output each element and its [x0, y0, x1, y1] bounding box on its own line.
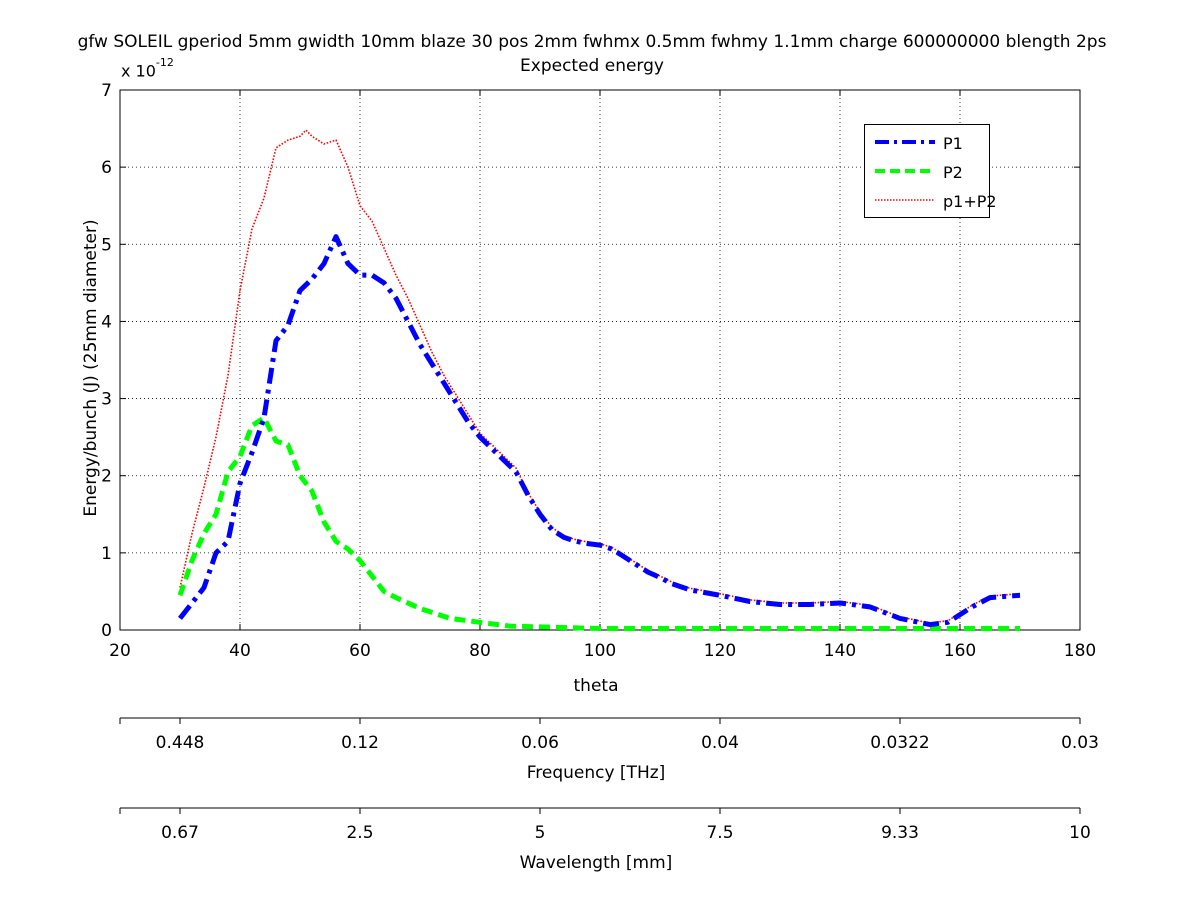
x-tick-label: 20 — [109, 641, 131, 661]
y-tick-label: 5 — [101, 235, 112, 255]
x-axis-label: theta — [574, 676, 619, 696]
series-line-p2 — [177, 415, 1020, 631]
x-tick-label: 180 — [1064, 641, 1096, 661]
y-axis-exponent: x 10-12 — [121, 56, 174, 81]
y-tick-label: 4 — [101, 312, 112, 332]
y-tick-label: 0 — [101, 621, 112, 641]
x-tick-label: 100 — [584, 641, 616, 661]
legend-item-sum: p1+P2 — [865, 187, 997, 213]
secondary-tick-label: 10 — [1069, 823, 1091, 843]
legend-label-p1: P1 — [943, 134, 963, 153]
chart-subtitle: Expected energy — [520, 56, 664, 76]
y-axis-label: Energy/bunch (J) (25mm diameter) — [81, 219, 101, 516]
x-tick-label: 40 — [229, 641, 251, 661]
secondary-tick-label: 5 — [535, 823, 546, 843]
legend-swatch-p2 — [875, 169, 935, 173]
secondary-tick-label: 0.67 — [161, 823, 199, 843]
legend-label-p2: P2 — [943, 163, 963, 182]
y-tick-label: 2 — [101, 467, 112, 487]
series-line-p1 — [178, 234, 1021, 628]
legend-swatch-p1 — [875, 140, 935, 144]
y-tick-label: 6 — [101, 158, 112, 178]
exponent-power: -12 — [155, 56, 174, 69]
secondary-axis-label: Wavelength [mm] — [520, 853, 673, 873]
secondary-tick-label: 0.04 — [701, 733, 739, 753]
secondary-axis-label: Frequency [THz] — [527, 763, 666, 783]
secondary-tick-label: 9.33 — [881, 823, 919, 843]
secondary-tick-label: 0.0322 — [870, 733, 929, 753]
legend-swatch-sum — [875, 199, 935, 201]
grid-lines — [120, 90, 1080, 630]
y-tick-label: 1 — [101, 544, 112, 564]
x-tick-label: 60 — [349, 641, 371, 661]
secondary-tick-label: 0.06 — [521, 733, 559, 753]
chart-title: gfw SOLEIL gperiod 5mm gwidth 10mm blaze… — [77, 32, 1107, 52]
legend-item-p1: P1 — [865, 129, 989, 155]
legend-item-p2: P2 — [865, 158, 989, 184]
exponent-prefix: x 10 — [121, 61, 156, 81]
y-tick-label: 3 — [101, 390, 112, 410]
x-tick-label: 80 — [469, 641, 491, 661]
secondary-tick-label: 0.12 — [341, 733, 379, 753]
x-tick-label: 140 — [824, 641, 856, 661]
secondary-tick-label: 0.03 — [1061, 733, 1099, 753]
x-tick-label: 120 — [704, 641, 736, 661]
axis-ticks: 20 40 60 80 100 120 140 160 180 0 1 2 3 4 5 6 7 — [101, 81, 1096, 661]
secondary-tick-label: 7.5 — [706, 823, 733, 843]
secondary-tick-label: 0.448 — [156, 733, 205, 753]
legend: P1 P2 p1+P2 — [864, 124, 997, 218]
secondary-tick-label: 2.5 — [346, 823, 373, 843]
data-series — [177, 129, 1021, 631]
secondary-axes: 0.448 0.12 0.06 0.04 0.0322 0.03 Frequency [TH… — [119, 717, 1099, 873]
x-tick-label: 160 — [944, 641, 976, 661]
legend-label-sum: p1+P2 — [943, 192, 997, 211]
y-tick-label: 7 — [101, 81, 112, 101]
